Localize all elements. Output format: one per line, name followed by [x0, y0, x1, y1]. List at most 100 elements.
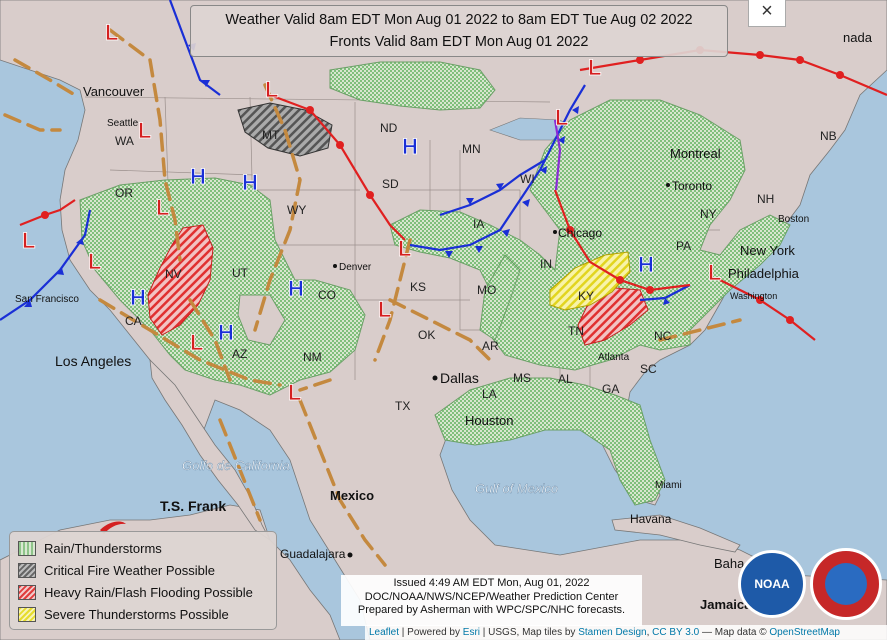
issued-agency: DOC/NOAA/NWS/NCEP/Weather Prediction Cen… [364, 590, 619, 603]
tropical-storm: T.S. Frank [100, 498, 226, 534]
high-symbol: H [190, 164, 206, 189]
low-symbol: L [555, 105, 568, 130]
legend-item-rain: Rain/Thunderstorms [18, 537, 276, 559]
svg-text:Toronto: Toronto [672, 179, 712, 193]
map-attribution: Leaflet | Powered by Esri | USGS, Map ti… [365, 625, 887, 640]
rain-area-gulf [434, 377, 666, 506]
flood-swatch-icon [18, 584, 36, 600]
legend-label: Critical Fire Weather Possible [44, 562, 215, 578]
svg-text:ND: ND [380, 121, 398, 135]
state-labels: WA OR NV CA MT WY UT CO AZ NM ND SD KS O… [115, 121, 837, 413]
svg-text:GA: GA [602, 382, 619, 396]
low-centers: L L L L L L L L L L L L L [22, 20, 722, 406]
high-symbol: H [218, 320, 234, 345]
esri-link[interactable]: Esri [462, 627, 481, 638]
stamen-link[interactable]: Stamen Design [578, 627, 647, 638]
high-symbol: H [402, 134, 418, 159]
rain-areas [79, 61, 791, 506]
svg-text:NY: NY [700, 207, 717, 221]
noaa-logo[interactable]: NOAA [738, 550, 806, 618]
low-symbol: L [156, 195, 169, 220]
svg-text:Philadelphia: Philadelphia [728, 266, 800, 281]
svg-text:MS: MS [513, 371, 531, 385]
svg-text:AL: AL [558, 372, 573, 386]
legend-label: Rain/Thunderstorms [44, 540, 162, 556]
svg-text:New York: New York [740, 243, 795, 258]
svg-text:NH: NH [757, 192, 774, 206]
low-symbol: L [138, 118, 151, 143]
issued-time: Issued 4:49 AM EDT Mon, Aug 01, 2022 [393, 577, 590, 589]
water-labels: Golfo de California Gulf of Mexico [182, 458, 558, 496]
nws-emblem-icon [825, 563, 867, 605]
svg-text:Baha: Baha [714, 556, 745, 571]
high-symbol: H [288, 276, 304, 301]
svg-text:San Francisco: San Francisco [15, 294, 79, 305]
leaflet-link[interactable]: Leaflet [369, 627, 400, 638]
svg-text:OR: OR [115, 186, 133, 200]
legend: Rain/Thunderstorms Critical Fire Weather… [9, 531, 277, 630]
issued-preparer: Prepared by Asherman with WPC/SPC/NHC fo… [357, 604, 626, 616]
osm-link[interactable]: OpenStreetMap [769, 627, 840, 638]
svg-text:AR: AR [482, 339, 499, 353]
legend-label: Severe Thunderstorms Possible [44, 606, 229, 622]
occluded-front [553, 119, 562, 191]
cold-front-triangles [24, 43, 670, 307]
svg-text:Chicago: Chicago [558, 226, 602, 240]
fire-swatch-icon [18, 562, 36, 578]
low-symbol: L [708, 260, 721, 285]
noaa-logo-text: NOAA [754, 577, 790, 591]
flood-area-southwest [147, 224, 214, 336]
svg-text:Miami: Miami [655, 480, 682, 491]
svg-text:MN: MN [462, 142, 481, 156]
close-button[interactable]: × [748, 0, 786, 27]
svg-text:nada: nada [843, 30, 873, 45]
svg-text:Jamaica: Jamaica [700, 597, 752, 612]
svg-text:Houston: Houston [465, 413, 513, 428]
low-symbol: L [288, 380, 301, 405]
svg-text:SC: SC [640, 362, 657, 376]
svg-text:Gulf of Mexico: Gulf of Mexico [475, 481, 558, 496]
tropical-storm-label: T.S. Frank [160, 498, 226, 514]
svg-text:KS: KS [410, 280, 426, 294]
severe-swatch-icon [18, 606, 36, 622]
nws-logo[interactable] [810, 548, 882, 620]
svg-text:Atlanta: Atlanta [598, 352, 630, 363]
legend-item-severe: Severe Thunderstorms Possible [18, 603, 276, 625]
svg-text:NM: NM [303, 350, 322, 364]
low-symbol: L [22, 228, 35, 253]
rain-area-north-plains [329, 61, 496, 111]
low-symbol: L [265, 77, 278, 102]
title-fronts-valid: Fronts Valid 8am EDT Mon Aug 01 2022 [329, 34, 589, 50]
cc-link[interactable]: CC BY 3.0 [652, 627, 700, 638]
svg-text:WY: WY [287, 203, 306, 217]
svg-text:Los Angeles: Los Angeles [55, 353, 131, 369]
svg-text:Havana: Havana [630, 512, 672, 526]
rain-swatch-icon [18, 540, 36, 556]
low-symbol: L [190, 330, 203, 355]
title-valid-period: Weather Valid 8am EDT Mon Aug 01 2022 to… [225, 12, 693, 28]
legend-label: Heavy Rain/Flash Flooding Possible [44, 584, 253, 600]
svg-text:PA: PA [676, 239, 691, 253]
svg-text:SD: SD [382, 177, 399, 191]
legend-item-fire: Critical Fire Weather Possible [18, 559, 276, 581]
svg-text:Dallas: Dallas [440, 370, 479, 386]
city-labels: Vancouver Seattle Denver San Francisco L… [15, 30, 873, 612]
low-symbol: L [105, 20, 118, 45]
svg-text:Guadalajara: Guadalajara [280, 547, 346, 561]
issued-box: Issued 4:49 AM EDT Mon, Aug 01, 2022 DOC… [341, 575, 642, 626]
svg-text:IN: IN [540, 257, 552, 271]
svg-text:LA: LA [482, 387, 497, 401]
low-symbol: L [378, 297, 391, 322]
svg-text:OK: OK [418, 328, 435, 342]
svg-text:Vancouver: Vancouver [83, 84, 145, 99]
low-symbol: L [398, 236, 411, 261]
svg-text:KY: KY [578, 289, 594, 303]
svg-text:Seattle: Seattle [107, 118, 139, 129]
rain-area-central [389, 99, 791, 371]
svg-text:MT: MT [262, 128, 280, 142]
svg-text:WI: WI [520, 172, 535, 186]
svg-text:Mexico: Mexico [330, 488, 374, 503]
svg-text:NC: NC [654, 329, 672, 343]
svg-text:CO: CO [318, 288, 336, 302]
